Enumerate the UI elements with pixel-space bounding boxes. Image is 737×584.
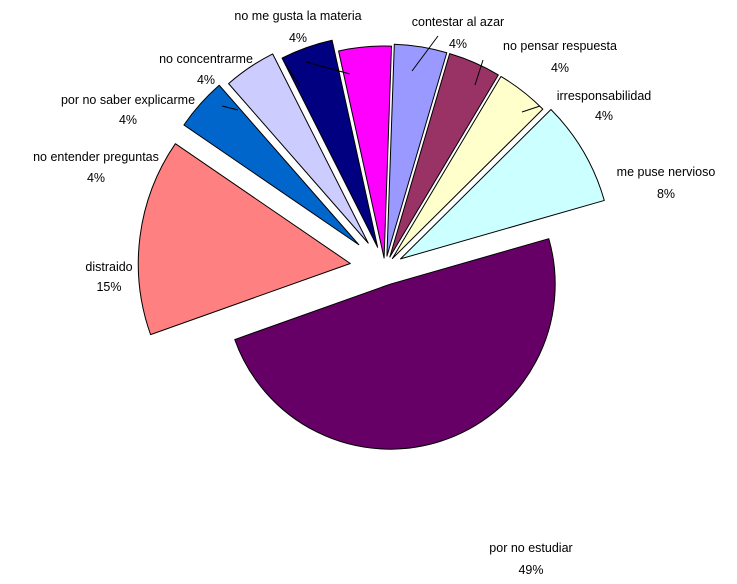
slice-percent-label: 4% — [449, 37, 467, 51]
leader-line — [305, 61, 351, 75]
slice-percent-label: 4% — [551, 61, 569, 75]
slice-percent-label: 4% — [87, 171, 105, 185]
leader-line — [474, 59, 484, 86]
pie-slice-no-me-gusta-la-materia — [338, 45, 392, 259]
slice-percent-label: 8% — [657, 187, 675, 201]
slice-percent-label: 4% — [119, 113, 137, 127]
pie-slice-distraido — [137, 143, 351, 336]
leader-line — [287, 67, 301, 87]
pie-slice-no-concentrarme — [281, 39, 379, 248]
slice-percent-label: 4% — [595, 109, 613, 123]
slice-category-label: por no saber explicarme — [61, 93, 195, 107]
slice-category-label: distraido — [85, 260, 132, 274]
pie-slice-irresponsabilidad — [391, 75, 544, 260]
leader-line — [411, 35, 439, 72]
slice-percent-label: 4% — [289, 31, 307, 45]
leader-line — [221, 105, 239, 111]
pie-slice-me-puse-nervioso — [400, 109, 605, 260]
slice-category-label: me puse nervioso — [617, 165, 716, 179]
slice-category-label: no concentrarme — [159, 52, 253, 66]
slice-category-label: irresponsabilidad — [557, 89, 652, 103]
slice-category-label: no entender preguntas — [33, 150, 159, 164]
pie-slice-no-entender-preguntas — [183, 84, 360, 246]
slice-category-label: no pensar respuesta — [503, 39, 617, 53]
slice-percent-label: 4% — [197, 73, 215, 87]
slice-category-label: contestar al azar — [412, 15, 504, 29]
pie-slice-no-pensar-respuesta — [389, 53, 499, 258]
pie-slice-por-no-estudiar — [234, 238, 556, 450]
slice-category-label: no me gusta la materia — [234, 9, 361, 23]
slice-percent-label: 49% — [518, 563, 543, 577]
slice-percent-label: 15% — [96, 280, 121, 294]
pie-slice-contestar-al-azar — [386, 43, 448, 257]
pie-slice-por-no-saber-explicarme — [228, 53, 369, 244]
slice-category-label: por no estudiar — [489, 541, 572, 555]
leader-line — [521, 105, 541, 113]
